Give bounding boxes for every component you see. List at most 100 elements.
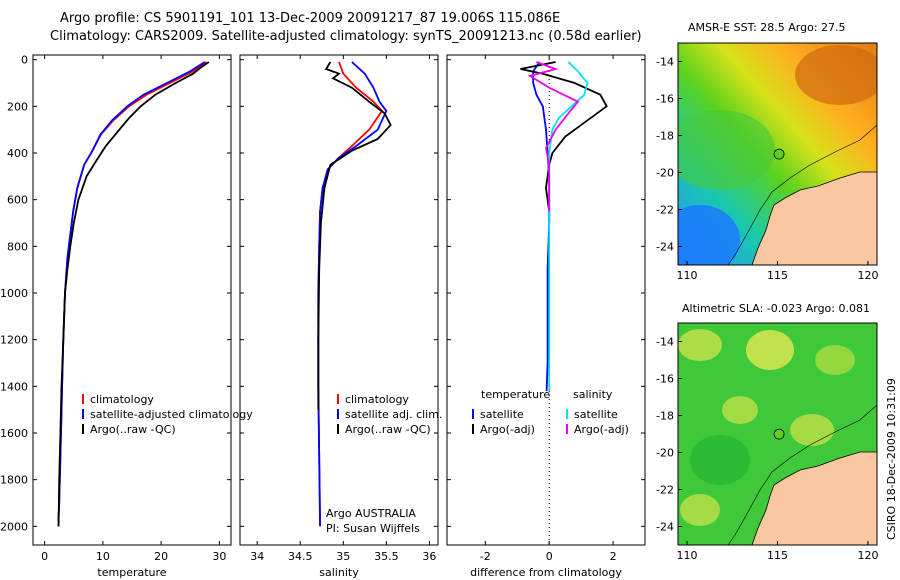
map-y-tick-label: -24 [656,521,674,534]
y-tick-label: 1200 [0,334,28,347]
map-y-tick-label: -22 [656,204,674,217]
map-y-tick-label: -22 [656,484,674,497]
map-x-tick-label: 120 [857,269,878,282]
map-x-tick-label: 120 [857,549,878,562]
map-x-tick-label: 115 [767,549,788,562]
sst-map-title: AMSR-E SST: 28.5 Argo: 27.5 [688,21,846,34]
sst-shelf-contour [727,124,877,265]
legend-label: Argo(-adj) [574,423,629,436]
legend-header: temperature [481,388,550,401]
series-line [532,61,551,392]
map-y-tick-label: -18 [656,410,674,423]
y-tick-label: 600 [7,194,28,207]
series-line [57,61,208,527]
series-line [57,61,206,527]
y-tick-label: 1000 [0,287,28,300]
y-tick-label: 400 [7,147,28,160]
legend-label: satellite-adjusted climatology [90,408,253,421]
x-tick-label: -2 [480,550,491,563]
legend-label: climatology [345,393,409,406]
x-tick-label: 0 [546,550,553,563]
series-line [548,61,589,391]
y-tick-label: 2000 [0,520,28,533]
difference-profile-frame [446,54,646,546]
y-tick-label: 1400 [0,380,28,393]
sla-shelf-contour [727,404,877,545]
sla-high-6 [680,494,720,526]
sla-map-title: Altimetric SLA: -0.023 Argo: 0.081 [682,302,870,315]
y-tick-label: 1800 [0,474,28,487]
figure-title-line-2: Climatology: CARS2009. Satellite-adjuste… [50,29,642,44]
map-y-tick-label: -18 [656,130,674,143]
x-tick-label: 10 [96,550,110,563]
sla-coastline [751,451,877,545]
y-tick-label: 800 [7,240,28,253]
map-x-tick-label: 110 [677,549,698,562]
sla-map [678,323,877,545]
x-tick-label: 0 [41,550,48,563]
difference-panel: -2 0 2 difference from climatology temperatu… [446,54,646,579]
temperature-profile-frame [32,54,232,546]
map-y-tick-label: -20 [656,447,674,460]
y-tick-label: 1600 [0,427,28,440]
sst-cool-patch [678,205,740,265]
legend-label: Argo(-adj) [480,423,535,436]
sst-green-patch [678,110,775,190]
annotation-line: PI: Susan Wijffels [326,522,420,535]
sla-high-2 [746,330,794,370]
x-tick-label: 20 [154,550,168,563]
sla-low-1 [690,435,750,485]
x-tick-label: 34 [250,550,264,563]
salinity-profile-frame [239,54,439,546]
sst-land [752,172,877,265]
legend-label: Argo(..raw -QC) [90,423,176,436]
map-y-tick-label: -14 [656,56,674,69]
series-line [317,61,392,410]
series-line [527,61,580,212]
series-line [57,61,210,527]
y-tick-label: 0 [21,54,28,67]
x-axis-label: temperature [97,566,166,579]
legend-label: satellite adj. clim. [345,408,442,421]
x-tick-label: 30 [212,550,226,563]
map-x-tick-label: 110 [677,269,698,282]
series-line [520,61,608,223]
x-axis-label: difference from climatology [470,566,622,579]
legend-label: satellite [574,408,618,421]
salinity-panel: 34 34.5 35 35.5 36 salinity climatology satelli… [239,54,442,579]
x-tick-label: 34.5 [288,550,313,563]
sla-high-4 [722,396,758,424]
sla-land [752,452,877,545]
map-y-tick-label: -24 [656,241,674,254]
legend-label: satellite [480,408,524,421]
figure-title-line-1: Argo profile: CS 5901191_101 13-Dec-2009… [60,11,561,26]
annotation-line: Argo AUSTRALIA [326,507,416,520]
map-y-tick-label: -14 [656,336,674,349]
sla-argo-marker [773,428,785,440]
sst-warm-patch [795,45,877,105]
map-x-tick-label: 115 [767,269,788,282]
x-axis-label: salinity [319,566,359,579]
series-line [317,61,388,527]
sla-high-3 [815,345,855,375]
sla-high-5 [790,414,834,446]
sst-coastline [751,171,877,265]
map-y-tick-label: -16 [656,373,674,386]
legend-header: salinity [573,388,613,401]
x-tick-label: 35.5 [374,550,399,563]
x-tick-label: 36 [422,550,436,563]
map-y-tick-label: -20 [656,167,674,180]
series-line [317,61,384,527]
legend-label: climatology [90,393,154,406]
map-y-tick-label: -16 [656,93,674,106]
x-tick-label: 35 [336,550,350,563]
sst-map [678,43,877,265]
temperature-panel: 0 10 20 30 0 200 400 600 800 1000 1200 1400 1600 1800… [0,54,253,579]
sla-high-1 [678,329,722,361]
legend-label: Argo(..raw -QC) [345,423,431,436]
sst-argo-marker [773,148,785,160]
x-tick-label: 2 [610,550,617,563]
y-tick-label: 200 [7,100,28,113]
map-axes: 110 115 120 -14 -16 -18 -20 -22 -24 110 115 120 -14 -… [656,56,878,563]
